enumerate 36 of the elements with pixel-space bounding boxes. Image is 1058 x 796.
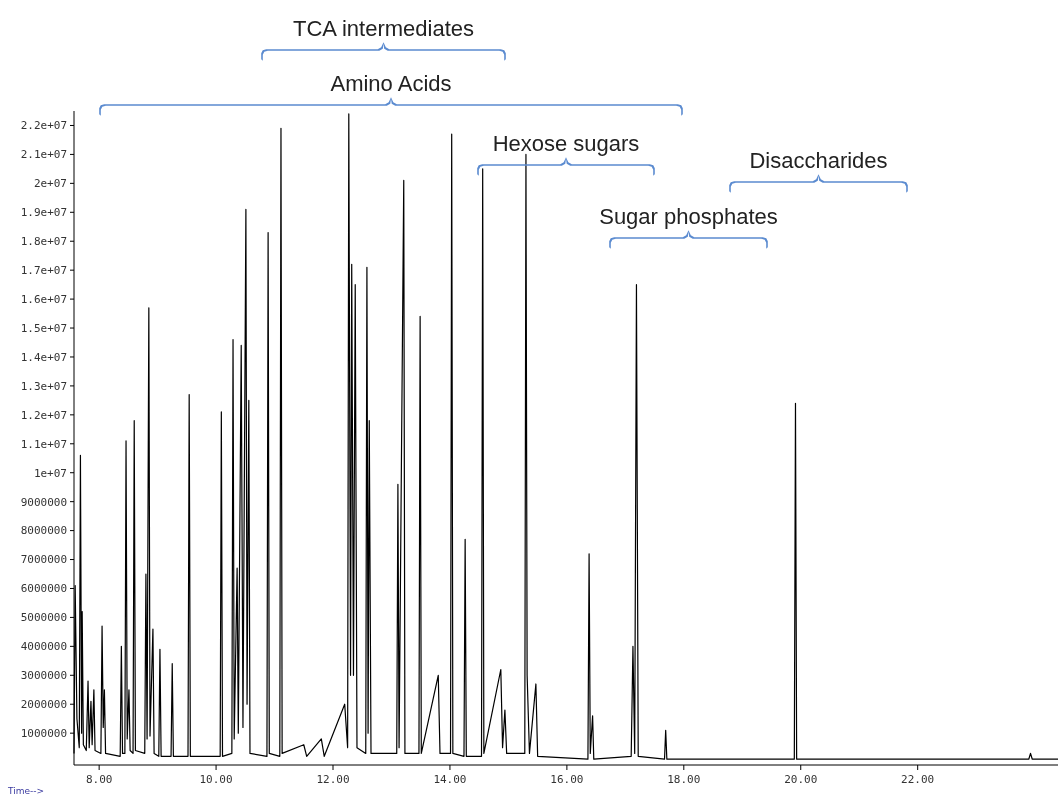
y-tick-label: 2000000 [20,698,67,712]
y-tick-label: 1e+07 [33,466,67,480]
x-tick-label: 10.00 [199,773,233,786]
y-tick-label: 1.5e+07 [20,321,67,335]
text: TCA intermediates [293,16,474,41]
text: Amino Acids [330,71,452,96]
x-tick-label: 18.00 [667,773,701,786]
x-tick-label: 8.00 [85,773,113,786]
y-tick-label: 1.7e+07 [20,264,67,278]
y-tick-label: 4000000 [20,640,67,654]
x-tick-label: 20.00 [784,773,818,786]
annotation: Disaccharides [749,148,888,173]
y-tick-label: 1000000 [20,727,67,741]
y-tick-label: 9000000 [20,495,67,509]
y-tick-label: 7000000 [20,553,67,567]
y-tick-label: 5000000 [20,611,67,625]
y-tick-label: 6000000 [20,582,67,596]
annotation: Sugar phosphates [599,204,778,229]
x-tick-label: 12.00 [316,773,350,786]
y-tick-label: 1.6e+07 [20,292,67,306]
y-tick-label: 8000000 [20,524,67,538]
y-tick-label: 1.3e+07 [20,379,67,393]
y-tick-label: 1.1e+07 [20,437,67,451]
y-tick-label: 2e+07 [33,177,67,191]
y-tick-label: 2.1e+07 [20,148,67,162]
x-tick-label: 14.00 [433,773,467,786]
x-axis-title: Time--> [7,786,45,796]
y-tick-label: 1.8e+07 [20,235,67,249]
y-tick-label: 1.2e+07 [20,408,67,422]
annotation: Hexose sugars [492,131,640,156]
y-tick-label: 1.9e+07 [20,206,67,220]
y-tick-label: 1.4e+07 [20,350,67,364]
x-tick-label: 16.00 [550,773,584,786]
y-tick-label: 2.2e+07 [20,119,67,133]
x-tick-label: 22.00 [901,773,935,786]
y-tick-label: 3000000 [20,669,67,683]
